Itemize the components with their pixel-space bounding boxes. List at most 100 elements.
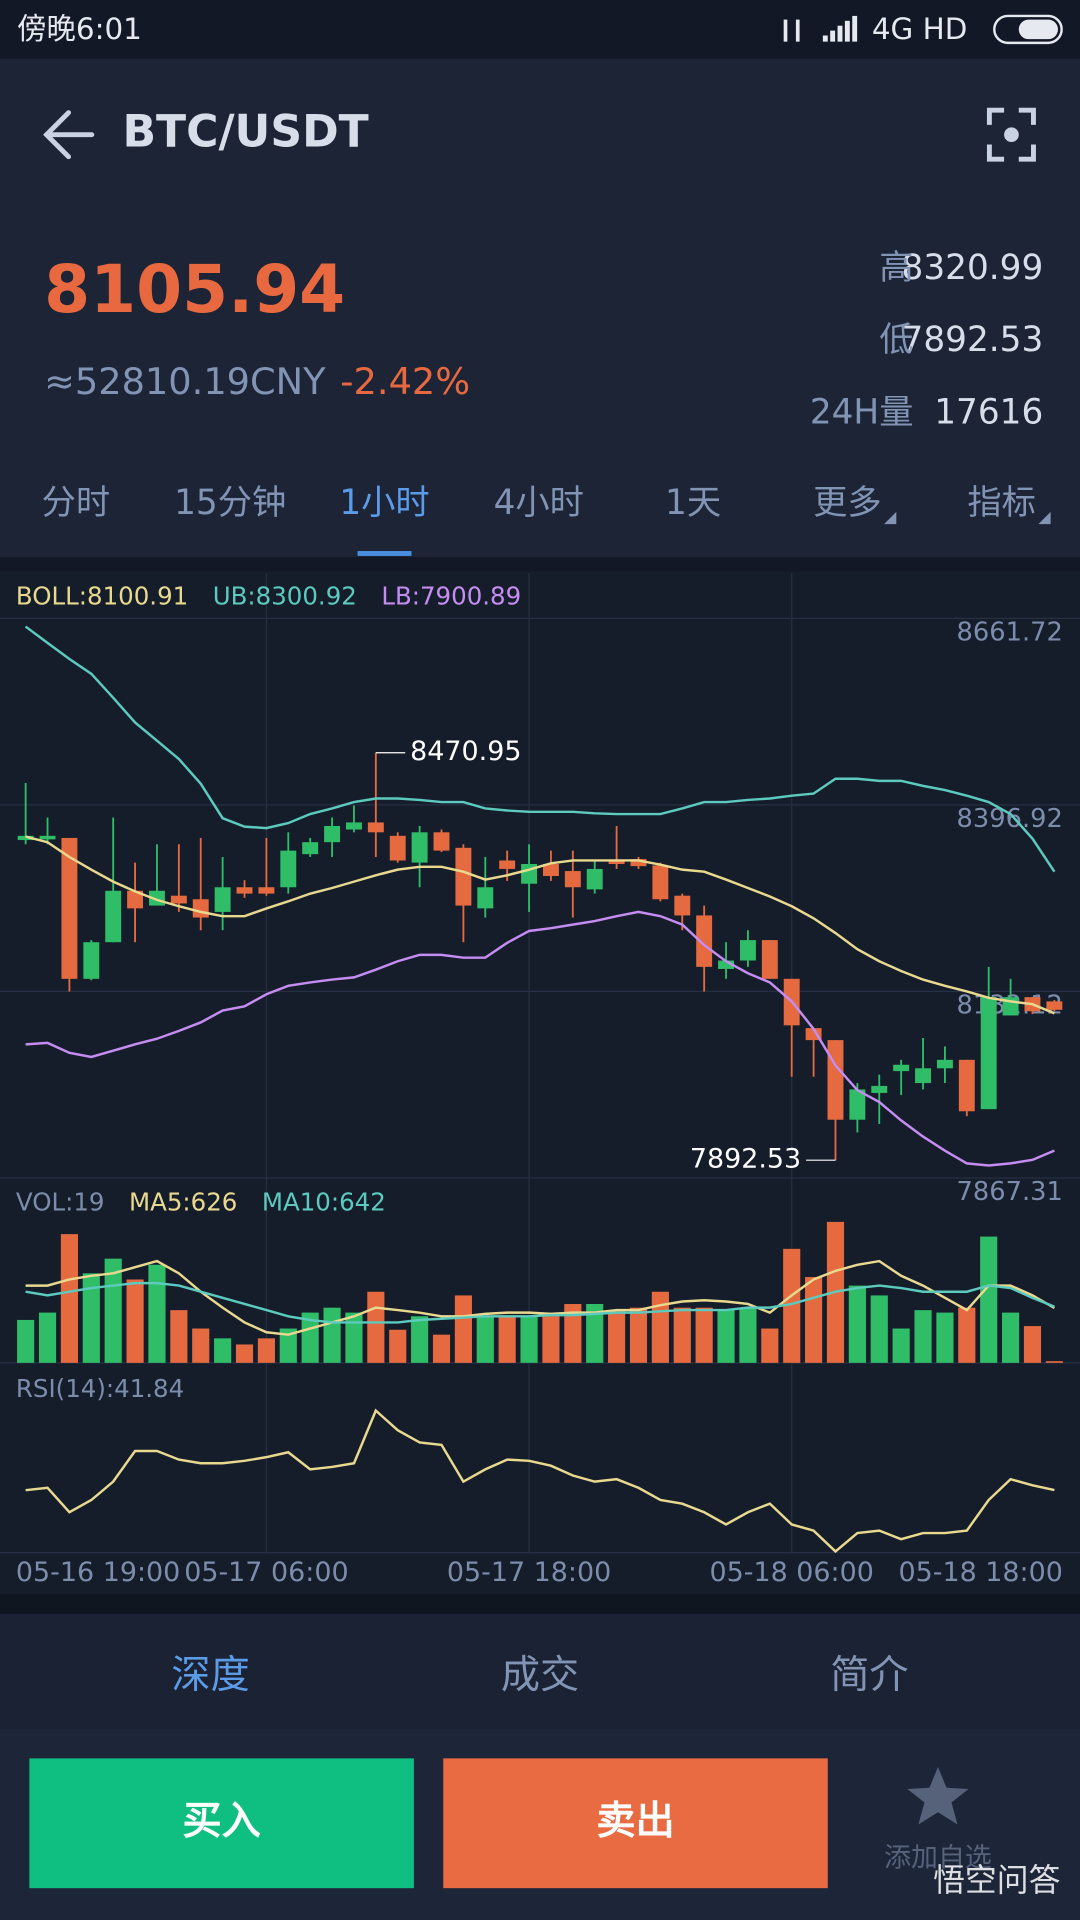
candle-body — [61, 837, 78, 979]
candle-body — [105, 890, 122, 943]
bottom-tab-bar — [0, 1613, 1080, 1729]
candle-body — [871, 1085, 888, 1093]
pair-title: BTC/USDT — [122, 107, 368, 158]
info-tab[interactable]: 成交 — [501, 1653, 579, 1698]
volume-ma-line — [25, 1259, 1056, 1336]
buy-label: 买入 — [182, 1799, 260, 1844]
chart-background — [0, 571, 1080, 1595]
candle-body — [389, 835, 406, 861]
back-button[interactable] — [43, 110, 95, 160]
candle-body — [980, 997, 997, 1110]
x-tick-label: 05-16 19:00 — [16, 1557, 180, 1588]
watch-star[interactable] — [907, 1766, 969, 1825]
period-tab[interactable]: 15分钟 — [174, 483, 286, 523]
candle-body — [958, 1059, 975, 1112]
period-tab[interactable]: 1小时 — [339, 483, 429, 523]
status-icons — [783, 15, 858, 42]
candle-body — [849, 1089, 866, 1120]
stat-label: 高 — [879, 248, 913, 288]
candle-body — [718, 960, 735, 969]
y-tick-label: 7867.31 — [957, 1177, 1063, 1207]
volume-bar — [564, 1304, 582, 1363]
candle-body — [827, 1040, 844, 1120]
info-tab[interactable]: 深度 — [171, 1653, 249, 1698]
info-tab[interactable]: 简介 — [830, 1653, 908, 1698]
volume-bar — [235, 1344, 254, 1363]
legend-label: MA10:642 — [262, 1188, 386, 1217]
candle-body — [608, 860, 625, 865]
candle-body — [477, 887, 494, 909]
candle-body — [761, 940, 778, 979]
candle-body — [564, 871, 581, 888]
x-tick-label: 05-17 18:00 — [447, 1557, 611, 1588]
period-tab[interactable]: 4小时 — [494, 483, 584, 523]
period-tab[interactable]: 1天 — [665, 483, 721, 523]
volume-bar — [695, 1307, 713, 1363]
volume-bar — [542, 1316, 560, 1363]
volume-bar — [367, 1291, 385, 1363]
last-price: 8105.94 — [44, 251, 345, 328]
rsi-line — [25, 1408, 1055, 1554]
dropdown-icon — [884, 511, 897, 525]
fullscreen-button[interactable] — [986, 107, 1036, 162]
volume-bar — [958, 1307, 976, 1363]
volume-bar — [629, 1307, 648, 1363]
volume-bar — [432, 1334, 451, 1363]
volume-bar — [279, 1328, 297, 1363]
volume-bar — [345, 1312, 363, 1363]
candle-body — [915, 1068, 931, 1084]
volume-bar — [739, 1307, 757, 1363]
candle-body — [367, 822, 384, 833]
signal-bar — [844, 20, 850, 42]
signal-bar — [852, 15, 858, 42]
divider — [0, 557, 1080, 572]
stat-value: 17616 — [934, 392, 1043, 432]
candle-body — [652, 865, 669, 900]
divider — [0, 1594, 1080, 1614]
candle-body — [192, 899, 209, 918]
candle-body — [39, 835, 56, 840]
status-bar — [0, 0, 1080, 59]
volume-bar — [870, 1295, 888, 1363]
candle-body — [674, 895, 691, 916]
candle-body — [433, 832, 450, 851]
period-tab[interactable]: 更多 — [813, 483, 882, 523]
status-time: 傍晚6:01 — [17, 12, 142, 46]
volume-bar — [717, 1310, 735, 1363]
candle-body — [893, 1064, 910, 1072]
volume-bar — [608, 1310, 626, 1363]
sell-button[interactable] — [443, 1758, 828, 1889]
max-label: 8470.95 — [410, 736, 521, 767]
volume-bar — [82, 1273, 100, 1363]
volume-bar — [892, 1328, 910, 1363]
x-tick-label: 05-18 18:00 — [898, 1557, 1062, 1588]
stat-label: 低 — [879, 320, 913, 360]
stat-label: 24H量 — [810, 392, 914, 432]
tab-indicator — [357, 551, 412, 556]
candle-body — [936, 1059, 953, 1069]
candle-body — [280, 850, 297, 888]
period-tab[interactable]: 指标 — [967, 483, 1036, 523]
price-change: -2.42% — [340, 360, 470, 403]
candle-body — [258, 887, 275, 894]
legend-label: MA5:626 — [129, 1188, 237, 1217]
volume-bar — [301, 1312, 319, 1363]
y-tick-label: 8396.92 — [957, 804, 1063, 834]
stat-value: 8320.99 — [902, 248, 1044, 288]
candle-body — [127, 890, 144, 909]
volume-ma-line — [25, 1281, 1055, 1324]
volume-bar — [914, 1310, 932, 1363]
candle-body — [83, 942, 100, 979]
volume-bar — [673, 1307, 691, 1363]
signal-bar — [830, 30, 836, 42]
watch-label[interactable]: 添加自选 — [884, 1842, 992, 1873]
legend-label: VOL:19 — [16, 1188, 105, 1217]
period-tab[interactable]: 分时 — [42, 483, 111, 523]
x-tick-label: 05-17 06:00 — [184, 1557, 348, 1588]
volume-bar — [323, 1307, 341, 1363]
buy-button[interactable] — [29, 1758, 414, 1889]
volume-bar — [148, 1264, 166, 1363]
volume-bar — [1023, 1326, 1042, 1363]
